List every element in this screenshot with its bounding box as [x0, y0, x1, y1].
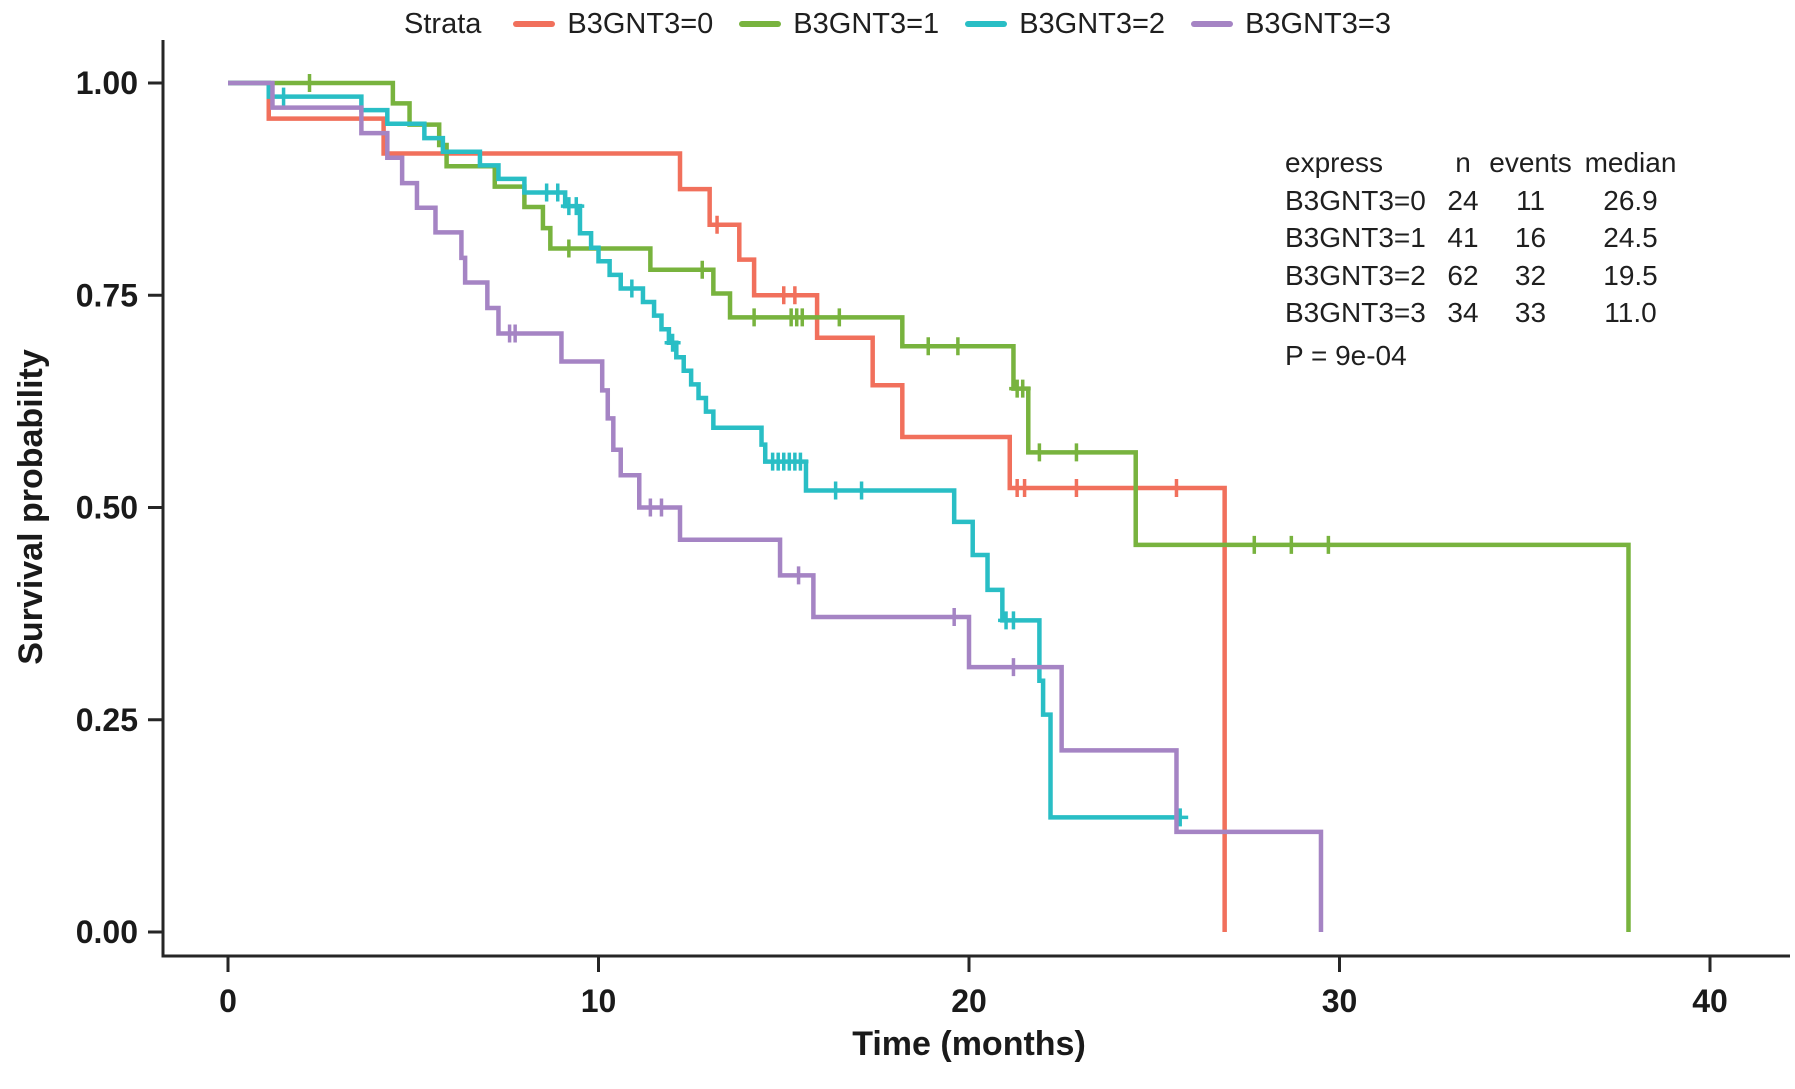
legend-label: B3GNT3=2: [1019, 7, 1166, 40]
legend-items: B3GNT3=0 B3GNT3=1 B3GNT3=2 B3GNT3=3: [513, 8, 1391, 41]
p-value: P = 9e-04: [1285, 340, 1407, 371]
legend-swatch-icon: [513, 21, 556, 27]
legend-item-B3GNT3=0: B3GNT3=0: [513, 8, 713, 41]
x-tick-label-30: 30: [1322, 983, 1358, 1019]
table-row-3-events: 33: [1514, 297, 1547, 328]
x-tick-label-10: 10: [581, 983, 617, 1019]
curve-B3GNT3=0: [228, 80, 1227, 932]
legend-item-B3GNT3=2: B3GNT3=2: [965, 8, 1165, 41]
curve-B3GNT3=2: [228, 80, 1181, 820]
y-tick-label-0.50: 0.50: [76, 490, 138, 526]
table-row-1-median: 24.5: [1603, 222, 1658, 253]
table-header-express: express: [1285, 147, 1384, 178]
legend-swatch-icon: [739, 21, 782, 27]
table-row-1-n: 41: [1447, 222, 1479, 253]
table-row-3-median: 11.0: [1604, 297, 1657, 328]
table-header-events: events: [1489, 147, 1572, 178]
table-row-2-median: 19.5: [1603, 259, 1658, 291]
table-row-3-express: B3GNT3=3: [1285, 297, 1426, 328]
table-row-0-events: 11: [1515, 184, 1546, 216]
axes: 0 10 20 30 40 1.00 0.75 0.50 0.25 0.00: [76, 40, 1790, 1019]
y-tick-label-1.00: 1.00: [76, 65, 138, 101]
table-row-0-express: B3GNT3=0: [1285, 184, 1426, 216]
x-axis-title: Time (months): [852, 1025, 1086, 1063]
censor-marks-B3GNT3=0: [709, 215, 1185, 497]
legend-swatch-icon: [1191, 21, 1234, 27]
censor-marks-B3GNT3=2: [275, 87, 1189, 827]
table-row-2-events: 32: [1514, 259, 1547, 291]
y-tick-group: 1.00 0.75 0.50 0.25 0.00: [76, 65, 163, 950]
x-tick-label-0: 0: [219, 983, 237, 1019]
table-header-median: median: [1584, 147, 1677, 178]
y-tick-label-0.25: 0.25: [76, 702, 138, 738]
legend-item-B3GNT3=1: B3GNT3=1: [739, 8, 939, 41]
legend-item-B3GNT3=3: B3GNT3=3: [1191, 8, 1391, 41]
table-row-1-events: 16: [1514, 222, 1547, 253]
legend-label: B3GNT3=3: [1245, 7, 1391, 40]
table-row-1-express: B3GNT3=1: [1285, 222, 1426, 253]
y-tick-label-0.00: 0.00: [76, 914, 138, 950]
table-row-2-express: B3GNT3=2: [1285, 259, 1426, 291]
y-tick-label-0.75: 0.75: [76, 277, 138, 313]
stats-table: express n events median B3GNT3=0 24 11 26.9 B3GN…: [1285, 144, 1683, 332]
legend-swatch-icon: [965, 21, 1008, 27]
x-tick-group: 0 10 20 30 40: [219, 956, 1728, 1019]
legend-label: B3GNT3=1: [793, 7, 940, 40]
table-row-0-n: 24: [1447, 184, 1479, 216]
x-tick-label-40: 40: [1692, 983, 1728, 1019]
survival-curves: [228, 74, 1631, 932]
curve-B3GNT3=3: [228, 80, 1324, 932]
table-row-0-median: 26.9: [1603, 184, 1658, 216]
table-row-3-n: 34: [1447, 297, 1479, 328]
censor-marks-B3GNT3=1: [301, 74, 1337, 554]
legend: Strata B3GNT3=0 B3GNT3=1 B3GNT3=2 B3GNT3=3: [0, 4, 1795, 44]
table-row-2-n: 62: [1447, 259, 1479, 291]
censor-marks-B3GNT3=3: [501, 324, 1022, 677]
legend-title: Strata: [404, 7, 482, 40]
table-header-n: n: [1455, 147, 1471, 178]
x-tick-label-20: 20: [951, 983, 987, 1019]
legend-label: B3GNT3=0: [567, 7, 714, 40]
y-axis-title: Survival probability: [12, 349, 50, 665]
